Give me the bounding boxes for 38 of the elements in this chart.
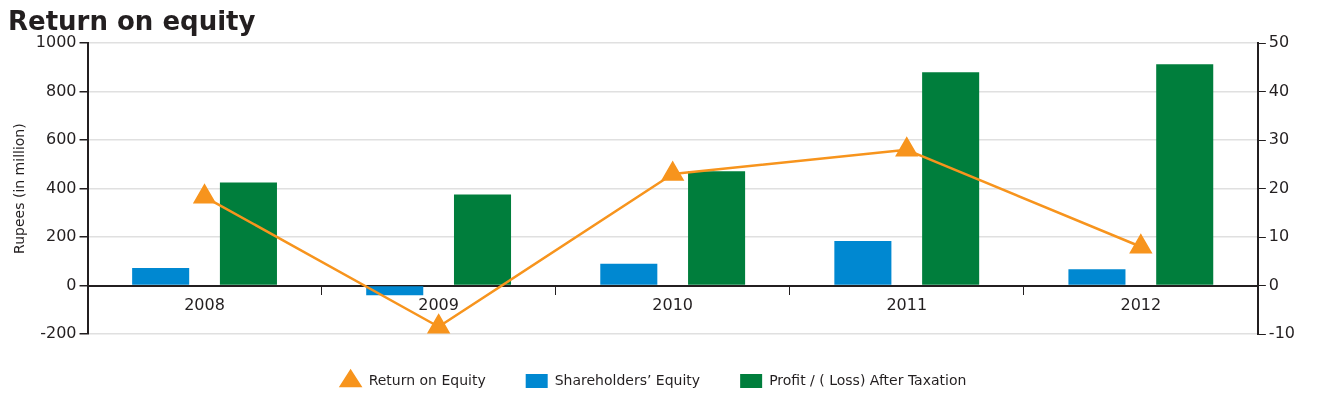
- y-tick-label: -200: [40, 323, 77, 343]
- y-tick-label: 400: [45, 177, 77, 197]
- bar: [453, 194, 512, 285]
- point: [895, 137, 918, 157]
- bar: [922, 72, 980, 285]
- legend-label: Profit / ( Loss) After Taxation: [769, 371, 967, 388]
- y-tick-label: 200: [45, 226, 77, 246]
- y2-tick-label: 40: [1268, 80, 1290, 100]
- y-tick-label: 1000: [35, 32, 77, 52]
- legend-label: Return on Equity: [368, 371, 486, 388]
- bar: [1068, 269, 1126, 285]
- bar: [688, 171, 746, 285]
- y2-tick-label: 10: [1268, 226, 1290, 246]
- y-tick-label: 0: [66, 274, 77, 294]
- y-axis-title: Rupees (in million): [11, 123, 28, 254]
- y2-tick-label: -10: [1268, 323, 1296, 343]
- x-tick-label: 2010: [652, 295, 694, 315]
- bar: [219, 182, 277, 285]
- bar: [600, 263, 658, 285]
- y-tick-label: 600: [45, 129, 77, 149]
- point: [193, 184, 216, 204]
- y2-tick-label: 0: [1268, 274, 1280, 294]
- point: [427, 314, 450, 334]
- x-tick-label: 2012: [1120, 295, 1162, 315]
- x-tick-label: 2011: [886, 295, 928, 315]
- y2-tick-label: 50: [1268, 32, 1290, 52]
- point: [661, 161, 684, 181]
- bar: [366, 286, 424, 296]
- y2-tick-label: 30: [1268, 129, 1290, 149]
- bar: [834, 240, 892, 285]
- point: [1130, 234, 1152, 254]
- y-tick-label: 800: [45, 80, 77, 100]
- legend-label: Shareholders’ Equity: [554, 371, 701, 388]
- x-tick-label: 2008: [184, 295, 225, 315]
- x-tick-label: 2009: [418, 295, 459, 315]
- bar: [1156, 64, 1214, 285]
- y2-tick-label: 20: [1268, 177, 1290, 197]
- bar: [132, 268, 190, 285]
